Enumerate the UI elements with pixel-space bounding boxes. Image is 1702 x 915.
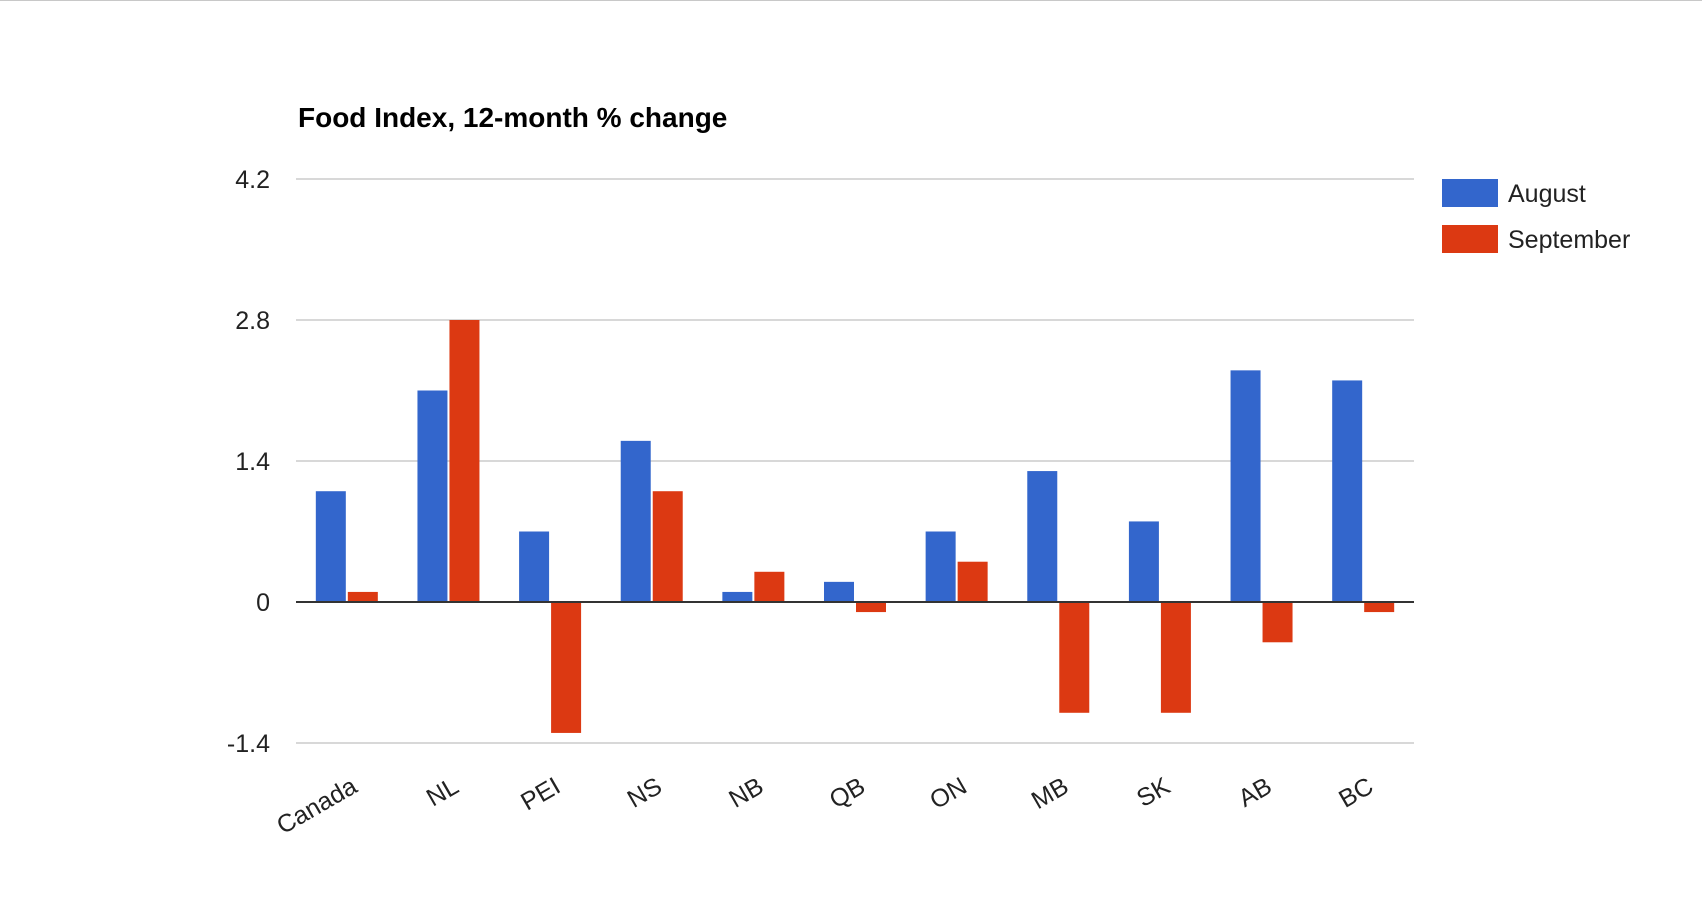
x-tick-label: QB — [825, 772, 870, 814]
chart-title: Food Index, 12-month % change — [298, 102, 727, 133]
y-tick-label: 0 — [256, 589, 270, 617]
bar-august-mb — [1027, 471, 1058, 602]
x-tick-label: SK — [1132, 772, 1175, 813]
bar-september-ns — [652, 491, 683, 602]
bar-august-ns — [620, 440, 651, 602]
bar-august-nl — [417, 390, 448, 602]
x-tick-label: BC — [1334, 772, 1378, 814]
bar-september-on — [957, 561, 988, 602]
x-axis-tick-labels: Canada NL PEI NS NB QB ON MB SK AB BC — [272, 772, 1378, 840]
bar-september-canada — [347, 591, 378, 602]
x-tick-label: AB — [1234, 772, 1277, 813]
bar-august-pei — [519, 531, 550, 602]
legend: August September — [1442, 179, 1630, 254]
bar-september-nb — [754, 571, 785, 602]
x-tick-label: NL — [422, 772, 464, 812]
gridlines — [296, 178, 1414, 744]
y-axis-tick-labels: 4.2 2.8 1.4 0 -1.4 — [227, 166, 270, 758]
bar-september-pei — [551, 602, 582, 733]
bar-september-mb — [1059, 602, 1090, 713]
legend-swatch-september — [1442, 225, 1498, 253]
bar-august-bc — [1332, 380, 1363, 602]
legend-label-august: August — [1508, 180, 1586, 208]
x-tick-label: Canada — [272, 772, 362, 840]
bar-september-sk — [1160, 602, 1191, 713]
x-tick-label: NS — [623, 772, 667, 814]
bar-august-qb — [824, 581, 854, 602]
y-tick-label: 1.4 — [235, 448, 270, 476]
y-tick-label: -1.4 — [227, 730, 270, 758]
bar-august-on — [925, 531, 956, 602]
bar-august-nb — [722, 591, 753, 602]
bar-september-ab — [1262, 602, 1293, 643]
bar-september-bc — [1364, 602, 1395, 613]
x-tick-label: MB — [1027, 772, 1073, 815]
bar-august-sk — [1128, 521, 1159, 602]
y-tick-label: 2.8 — [235, 307, 270, 335]
bar-august-canada — [315, 491, 346, 602]
bar-september-qb — [856, 602, 886, 613]
x-tick-label: NB — [724, 772, 768, 814]
legend-label-september: September — [1508, 226, 1630, 254]
bar-september-nl — [449, 320, 480, 602]
bars — [315, 320, 1395, 733]
x-tick-label: PEI — [516, 772, 565, 816]
y-tick-label: 4.2 — [235, 166, 270, 194]
legend-swatch-august — [1442, 179, 1498, 207]
x-tick-label: ON — [925, 772, 971, 815]
bar-august-ab — [1230, 370, 1261, 602]
